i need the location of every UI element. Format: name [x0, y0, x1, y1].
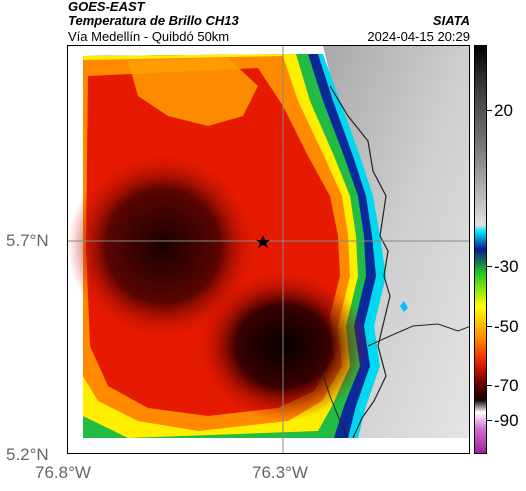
star-icon[interactable]	[256, 235, 270, 248]
brightness-temperature-map[interactable]	[68, 46, 470, 454]
warm-patch	[128, 58, 258, 126]
satellite-title: GOES-EAST	[68, 0, 145, 14]
colorbar-label-minus70: -70	[494, 376, 519, 395]
colorbar-tick-20	[487, 110, 492, 111]
brand-label: SIATA	[432, 13, 470, 28]
colorbar-tick-minus50	[487, 326, 492, 327]
lat-label-5-2: 5.2°N	[6, 445, 49, 464]
border-line	[367, 323, 469, 347]
island-spot	[400, 301, 408, 312]
lon-label-76-3: 76.3°W	[252, 463, 308, 482]
datetime-label: 2024-04-15 20:29	[367, 29, 470, 44]
colorbar-label-minus90: -90	[494, 411, 519, 430]
map-panel[interactable]	[67, 45, 470, 454]
lon-label-76-8: 76.8°W	[35, 463, 91, 482]
route-subtitle: Vía Medellín - Quibdó 50km	[68, 29, 230, 44]
product-title: Temperatura de Brillo CH13	[68, 13, 239, 28]
cold-core-west	[68, 151, 258, 341]
river-line	[319, 365, 349, 439]
colorbar-label-minus50: -50	[494, 317, 519, 336]
lat-label-5-7: 5.7°N	[6, 231, 49, 250]
colorbar-label-20: 20	[494, 101, 513, 120]
colorbar-label-minus30: -30	[494, 257, 519, 276]
colorbar	[474, 45, 487, 454]
colorbar-tick-minus30	[487, 266, 492, 267]
colorbar-tick-minus70	[487, 385, 492, 386]
clear-sky-region	[323, 46, 469, 438]
coastline	[329, 85, 391, 439]
colorbar-gradient	[475, 46, 486, 453]
colorbar-tick-minus90	[487, 420, 492, 421]
